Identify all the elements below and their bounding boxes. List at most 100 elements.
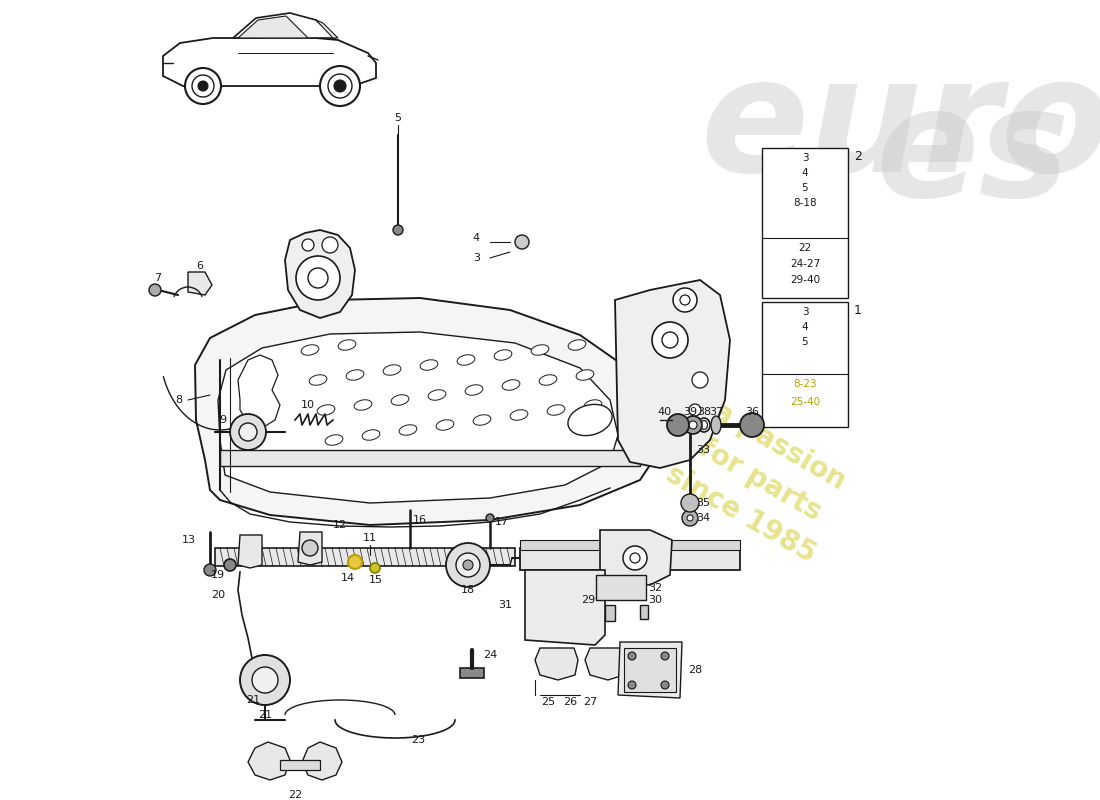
Text: es: es bbox=[874, 80, 1069, 229]
Bar bbox=[214, 548, 515, 566]
Ellipse shape bbox=[494, 350, 512, 360]
Bar bbox=[624, 648, 676, 692]
Circle shape bbox=[681, 494, 698, 512]
Ellipse shape bbox=[531, 345, 549, 355]
Text: 22: 22 bbox=[799, 243, 812, 253]
Ellipse shape bbox=[502, 380, 520, 390]
Text: 8-23: 8-23 bbox=[793, 379, 817, 389]
Text: 39: 39 bbox=[683, 407, 697, 417]
Text: 18: 18 bbox=[461, 585, 475, 595]
Polygon shape bbox=[218, 332, 618, 503]
Ellipse shape bbox=[383, 365, 400, 375]
Circle shape bbox=[661, 681, 669, 689]
Text: 25-40: 25-40 bbox=[790, 397, 821, 407]
Text: 3: 3 bbox=[802, 307, 808, 317]
Text: 5: 5 bbox=[802, 183, 808, 193]
Circle shape bbox=[661, 652, 669, 660]
Circle shape bbox=[239, 423, 257, 441]
Polygon shape bbox=[535, 648, 578, 680]
Ellipse shape bbox=[301, 345, 319, 355]
Text: 6: 6 bbox=[197, 261, 204, 271]
Bar bbox=[460, 668, 484, 678]
Circle shape bbox=[628, 681, 636, 689]
Circle shape bbox=[463, 560, 473, 570]
Text: 4: 4 bbox=[802, 322, 808, 332]
Circle shape bbox=[692, 372, 708, 388]
Polygon shape bbox=[302, 742, 342, 780]
Text: 31: 31 bbox=[498, 600, 512, 610]
Circle shape bbox=[682, 510, 698, 526]
Ellipse shape bbox=[568, 340, 586, 350]
Circle shape bbox=[675, 425, 685, 435]
Circle shape bbox=[204, 564, 216, 576]
Text: 14: 14 bbox=[341, 573, 355, 583]
Ellipse shape bbox=[547, 405, 565, 415]
Circle shape bbox=[192, 75, 215, 97]
Text: 13: 13 bbox=[182, 535, 196, 545]
Text: 35: 35 bbox=[696, 498, 710, 508]
Text: 8: 8 bbox=[175, 395, 182, 405]
Ellipse shape bbox=[420, 360, 438, 370]
Polygon shape bbox=[238, 535, 262, 568]
Polygon shape bbox=[195, 298, 660, 525]
Text: 34: 34 bbox=[696, 513, 711, 523]
Bar bbox=[762, 302, 848, 427]
Polygon shape bbox=[233, 13, 336, 38]
Bar bbox=[520, 548, 740, 570]
Text: europ: europ bbox=[700, 50, 1100, 205]
Circle shape bbox=[680, 295, 690, 305]
Ellipse shape bbox=[354, 400, 372, 410]
Ellipse shape bbox=[338, 340, 356, 350]
Polygon shape bbox=[188, 272, 212, 295]
Circle shape bbox=[446, 543, 490, 587]
Text: 5: 5 bbox=[395, 113, 402, 123]
Circle shape bbox=[370, 563, 379, 573]
Ellipse shape bbox=[711, 416, 720, 434]
Text: 22: 22 bbox=[288, 790, 302, 800]
Text: 8-18: 8-18 bbox=[793, 198, 817, 208]
Circle shape bbox=[322, 237, 338, 253]
Text: 17: 17 bbox=[495, 517, 509, 527]
Bar bbox=[640, 605, 648, 619]
Polygon shape bbox=[600, 530, 672, 585]
Ellipse shape bbox=[346, 370, 364, 380]
Ellipse shape bbox=[392, 394, 409, 406]
Text: 9: 9 bbox=[219, 415, 225, 425]
Text: 36: 36 bbox=[745, 407, 759, 417]
Circle shape bbox=[623, 546, 647, 570]
Ellipse shape bbox=[539, 374, 557, 386]
Text: a passion
for parts
since 1985: a passion for parts since 1985 bbox=[661, 392, 859, 568]
Text: 40: 40 bbox=[658, 407, 672, 417]
Polygon shape bbox=[615, 280, 730, 468]
Text: 21: 21 bbox=[257, 710, 272, 720]
Circle shape bbox=[320, 66, 360, 106]
Circle shape bbox=[302, 540, 318, 556]
Text: 28: 28 bbox=[688, 665, 702, 675]
Text: 32: 32 bbox=[648, 583, 662, 593]
Polygon shape bbox=[238, 16, 308, 38]
Bar bbox=[596, 575, 646, 600]
Text: 4: 4 bbox=[802, 168, 808, 178]
Circle shape bbox=[689, 404, 701, 416]
Text: 20: 20 bbox=[211, 590, 226, 600]
Ellipse shape bbox=[473, 414, 491, 426]
Circle shape bbox=[296, 256, 340, 300]
Circle shape bbox=[348, 555, 362, 569]
Text: 11: 11 bbox=[363, 533, 377, 543]
Text: 25: 25 bbox=[541, 697, 556, 707]
Circle shape bbox=[685, 495, 695, 505]
Circle shape bbox=[688, 515, 693, 521]
Text: 4: 4 bbox=[473, 233, 480, 243]
Circle shape bbox=[662, 332, 678, 348]
Circle shape bbox=[393, 225, 403, 235]
Ellipse shape bbox=[309, 374, 327, 386]
Ellipse shape bbox=[698, 418, 710, 432]
Text: 26: 26 bbox=[563, 697, 578, 707]
Circle shape bbox=[302, 239, 313, 251]
Text: 19: 19 bbox=[211, 570, 226, 580]
Text: 1: 1 bbox=[854, 303, 862, 317]
Circle shape bbox=[185, 68, 221, 104]
Text: 33: 33 bbox=[696, 445, 710, 455]
Ellipse shape bbox=[701, 421, 707, 430]
Text: 12: 12 bbox=[333, 520, 348, 530]
